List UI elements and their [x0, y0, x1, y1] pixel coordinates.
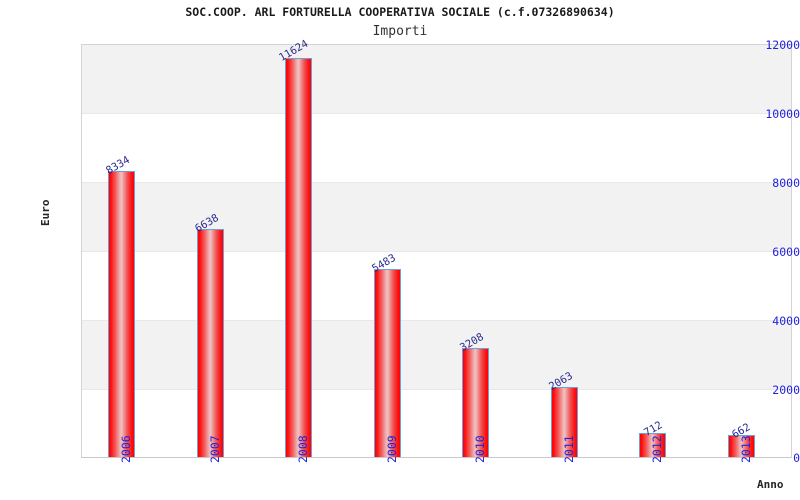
- x-tick-label-2006: 2006: [119, 435, 133, 463]
- chart-subtitle: Importi: [372, 24, 428, 39]
- x-axis-line: [81, 457, 791, 458]
- gridline: [82, 251, 791, 252]
- y-tick-label-10000: 10000: [765, 107, 800, 121]
- plot-band: [82, 183, 791, 252]
- y-tick-label-2000: 2000: [772, 383, 800, 397]
- plot-band: [82, 321, 791, 390]
- x-tick-label-2008: 2008: [296, 435, 310, 463]
- y-tick-label-8000: 8000: [772, 176, 800, 190]
- y-tick-label-0: 0: [793, 451, 800, 465]
- y-axis-title: Euro: [39, 199, 52, 227]
- bar-2007[interactable]: [197, 229, 224, 458]
- y-tick-label-6000: 6000: [772, 245, 800, 259]
- gridline: [82, 389, 791, 390]
- y-tick-label-12000: 12000: [765, 38, 800, 52]
- chart-title: SOC.COOP. ARL FORTURELLA COOPERATIVA SOC…: [185, 5, 615, 19]
- bar-2006[interactable]: [108, 171, 135, 458]
- bar-2012[interactable]: [639, 433, 666, 458]
- x-tick-label-2009: 2009: [385, 435, 399, 463]
- bar-2011[interactable]: [551, 387, 578, 458]
- x-tick-label-2013: 2013: [739, 435, 753, 463]
- x-tick-label-2007: 2007: [208, 435, 222, 463]
- x-tick-label-2012: 2012: [650, 435, 664, 463]
- x-tick-label-2010: 2010: [473, 435, 487, 463]
- x-axis-title: Anno: [757, 478, 784, 491]
- plot-area: [81, 44, 792, 458]
- gridline: [82, 320, 791, 321]
- bar-2009[interactable]: [374, 269, 401, 458]
- y-tick-label-4000: 4000: [772, 314, 800, 328]
- bar-2008[interactable]: [285, 58, 312, 458]
- gridline: [82, 182, 791, 183]
- gridline: [82, 113, 791, 114]
- plot-band: [82, 45, 791, 114]
- x-tick-label-2011: 2011: [562, 435, 576, 463]
